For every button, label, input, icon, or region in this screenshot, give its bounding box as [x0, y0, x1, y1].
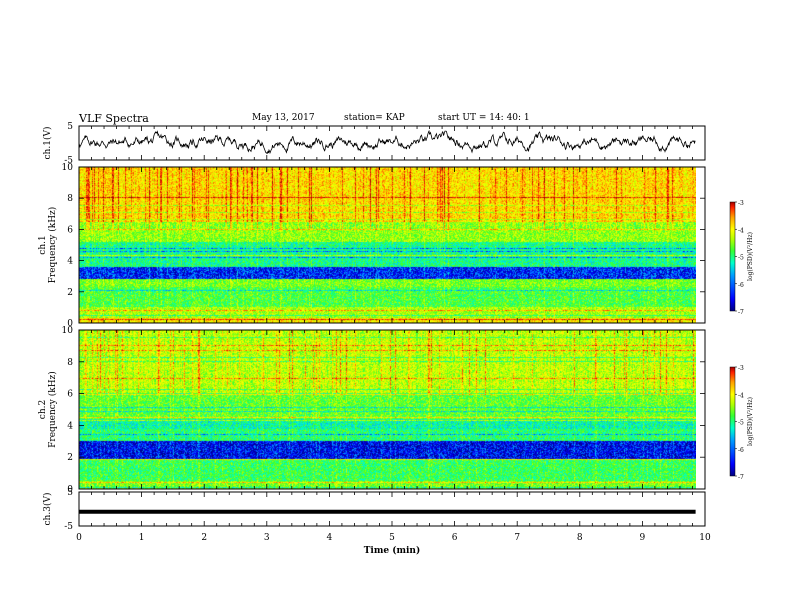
- y-tick-label: 5: [67, 122, 73, 132]
- colorbar-tick-label: -3: [738, 200, 744, 207]
- ch2-spectrogram-image: [79, 330, 696, 489]
- x-tick-label: 10: [699, 533, 711, 543]
- ch1-waveform-trace: [78, 129, 696, 155]
- y-tick-label: 5: [67, 488, 73, 498]
- colorbar-tick-label: -7: [738, 474, 744, 481]
- colorbar-tick-label: -5: [738, 420, 744, 427]
- ch3-waveform-frame: [78, 491, 706, 527]
- colorbar-tick-label: -5: [738, 255, 744, 262]
- x-tick-label: 5: [389, 533, 395, 543]
- ch2-spectrogram-colorbar: [729, 366, 736, 477]
- y-tick-label: 8: [67, 194, 73, 204]
- x-tick-label: 1: [139, 533, 145, 543]
- x-tick-label: 9: [640, 533, 646, 543]
- y-tick-label: 4: [67, 257, 73, 267]
- y-tick-label: 4: [67, 421, 73, 431]
- colorbar-tick-label: -7: [738, 309, 744, 316]
- x-tick-label: 4: [327, 533, 333, 543]
- y-tick-label: 10: [62, 326, 74, 336]
- colorbar-label: log(PSD)(V²/Hz): [747, 232, 754, 281]
- colorbar-tick-label: -4: [738, 227, 744, 234]
- x-tick-label: 8: [577, 533, 583, 543]
- y-axis-label: ch.3(V): [42, 493, 53, 526]
- y-tick-label: 6: [67, 390, 73, 400]
- colorbar-tick-label: -3: [738, 365, 744, 372]
- x-tick-label: 6: [452, 533, 458, 543]
- y-axis-label: ch.2: [38, 400, 48, 419]
- y-tick-label: 2: [67, 453, 73, 463]
- y-tick-label: -5: [64, 156, 73, 166]
- x-axis-label: Time (min): [364, 545, 421, 556]
- colorbar-label: log(PSD)(V²/Hz): [747, 397, 754, 446]
- x-tick-label: 0: [76, 533, 82, 543]
- start-time-label: start UT = 14: 40: 1: [438, 113, 530, 123]
- x-tick-label: 3: [264, 533, 270, 543]
- x-tick-label: 7: [514, 533, 520, 543]
- y-tick-label: 6: [67, 225, 73, 235]
- y-tick-label: 10: [62, 163, 74, 173]
- ch1-spectrogram-image: [79, 167, 696, 323]
- y-axis-label: Frequency (kHz): [47, 371, 58, 448]
- y-tick-label: 2: [67, 288, 73, 298]
- y-tick-label: 0: [67, 319, 73, 329]
- ch1-spectrogram-colorbar: [729, 201, 736, 312]
- colorbar-tick-label: -6: [738, 447, 744, 454]
- y-axis-label: ch.1(V): [42, 127, 53, 160]
- colorbar-tick-label: -6: [738, 282, 744, 289]
- colorbar-tick-label: -4: [738, 392, 744, 399]
- x-tick-label: 2: [201, 533, 207, 543]
- y-axis-label: Frequency (kHz): [47, 207, 58, 284]
- y-axis-label: ch.1: [38, 235, 48, 254]
- y-tick-label: 0: [67, 485, 73, 495]
- y-tick-label: 8: [67, 358, 73, 368]
- figure-title: VLF Spectra: [79, 112, 149, 125]
- y-tick-label: -5: [64, 522, 73, 532]
- station-label: station= KAP: [344, 113, 405, 123]
- date-label: May 13, 2017: [252, 113, 315, 123]
